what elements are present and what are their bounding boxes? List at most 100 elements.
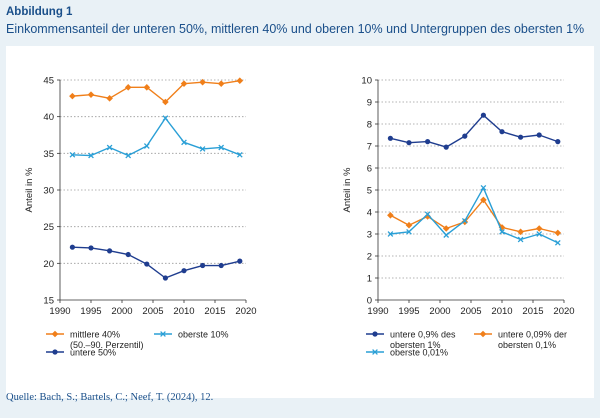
y-tick-label: 7 (367, 142, 372, 153)
data-point (200, 262, 206, 269)
data-point (480, 196, 487, 204)
y-tick-label: 2 (367, 252, 372, 263)
y-tick-label: 25 (43, 222, 54, 233)
y-tick-label: 8 (367, 120, 372, 131)
y-tick-label: 6 (367, 164, 372, 175)
series-line (390, 187, 559, 244)
data-point (425, 139, 431, 145)
y-axis-label: Anteil in % (342, 167, 353, 212)
data-point (535, 225, 543, 232)
data-point (162, 98, 169, 106)
legend-entry: oberste 0,01% (366, 348, 448, 358)
data-point (554, 229, 562, 237)
data-point (88, 245, 94, 251)
legend-label: oberste 0,01% (390, 348, 448, 358)
legend-label: untere 50% (70, 348, 116, 358)
series-line (390, 114, 559, 148)
data-point (143, 143, 150, 149)
legend-marker (479, 330, 487, 338)
data-point (180, 80, 188, 87)
y-tick-label: 5 (367, 186, 372, 197)
data-point (387, 212, 394, 219)
data-point (480, 184, 487, 191)
data-point (218, 144, 225, 151)
x-tick-label: 2020 (235, 306, 256, 317)
x-tick-label: 1990 (367, 306, 388, 317)
y-tick-label: 45 (43, 76, 54, 87)
data-point (424, 213, 431, 220)
legend-label: obersten 1% (390, 340, 441, 350)
data-point (87, 91, 95, 98)
x-tick-label: 2020 (553, 306, 574, 317)
data-point (554, 239, 561, 246)
legend-label: (50.–90. Perzentil) (70, 340, 144, 350)
y-tick-label: 9 (367, 98, 372, 109)
data-point (162, 115, 169, 121)
x-tick-label: 2015 (522, 306, 543, 317)
data-point (69, 92, 76, 100)
y-tick-label: 4 (367, 208, 372, 219)
legend-marker (372, 349, 378, 355)
legend-marker (372, 331, 378, 337)
series-line (72, 246, 240, 279)
figure-label: Abbildung 1 (6, 6, 73, 18)
legend-marker (52, 349, 58, 355)
series-line (72, 80, 240, 103)
data-point (162, 275, 168, 281)
data-point (107, 248, 113, 254)
chart-2: 0 1 2 3 4 5 6 7 8 9 10 1990 1995 2000 2005 2010 2015 2020… (342, 76, 575, 358)
data-point (536, 132, 542, 138)
y-tick-label: 3 (367, 230, 372, 241)
x-tick-label: 2015 (204, 306, 225, 317)
legend-label: obersten 0,1% (498, 340, 556, 350)
x-tick-label: 2005 (460, 306, 481, 317)
data-point (480, 112, 486, 118)
data-point (555, 139, 561, 145)
x-tick-label: 1995 (80, 306, 101, 317)
data-point (218, 262, 224, 269)
legend-label: untere 0,09% der (498, 330, 567, 340)
data-point (125, 251, 131, 258)
source-note: Quelle: Bach, S.; Bartels, C.; Neef, T. … (6, 392, 214, 403)
data-point (517, 228, 524, 236)
y-tick-label: 15 (43, 296, 54, 307)
data-point (199, 146, 206, 152)
y-axis-label: Anteil in % (24, 167, 35, 212)
y-tick-label: 40 (43, 112, 54, 123)
data-point (536, 231, 543, 237)
legend-entry: untere 50% (46, 348, 116, 358)
legend-label: oberste 10% (178, 330, 229, 340)
figure-title: Einkommensanteil der unteren 50%, mittle… (6, 22, 585, 36)
legend-marker (160, 331, 166, 337)
data-point (406, 228, 412, 235)
data-point (144, 261, 150, 267)
data-point (181, 268, 187, 274)
legend-label: untere 0,9% des (390, 330, 456, 340)
data-point (517, 236, 524, 243)
data-point (499, 228, 505, 235)
data-point (443, 232, 450, 238)
y-tick-label: 30 (43, 186, 54, 197)
data-point (181, 139, 187, 146)
legend-entry: oberste 10% (154, 330, 229, 340)
data-point (442, 225, 450, 232)
x-tick-label: 1990 (49, 306, 70, 317)
x-tick-label: 2000 (429, 306, 450, 317)
data-point (461, 218, 469, 226)
data-point (424, 211, 431, 218)
legend-label: mittlere 40% (70, 330, 120, 340)
y-tick-label: 0 (367, 296, 372, 307)
x-tick-label: 2005 (142, 306, 163, 317)
data-point (387, 135, 393, 141)
data-point (498, 224, 506, 231)
data-point (199, 78, 206, 86)
data-point (499, 129, 505, 135)
x-tick-label: 2010 (173, 306, 194, 317)
y-tick-label: 35 (43, 149, 54, 160)
data-point (405, 221, 413, 229)
data-point (237, 258, 243, 264)
data-point (217, 80, 225, 87)
